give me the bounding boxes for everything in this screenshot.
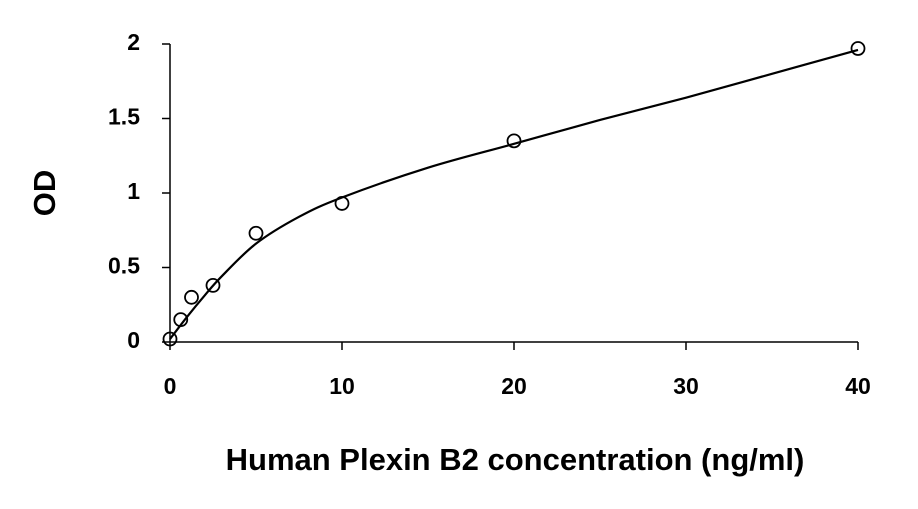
x-tick-label: 20	[501, 373, 527, 399]
data-point	[334, 196, 350, 211]
y-tick-label: 0.5	[108, 253, 140, 279]
x-axis-label: Human Plexin B2 concentration (ng/ml)	[226, 442, 805, 477]
y-tick-label: 2	[127, 29, 140, 55]
x-tick-label: 0	[164, 373, 177, 399]
data-point	[506, 133, 522, 149]
y-axis-label: OD	[27, 170, 62, 217]
x-tick-label: 30	[673, 373, 699, 399]
fit-curve	[169, 48, 859, 340]
x-tick-label: 40	[845, 373, 871, 399]
data-point	[184, 289, 199, 305]
data-point	[162, 331, 178, 347]
data-point	[173, 312, 189, 328]
x-tick-label: 10	[329, 373, 355, 399]
data-point	[248, 225, 264, 241]
y-tick-label: 0	[127, 327, 140, 353]
data-point	[850, 41, 866, 56]
y-tick-label: 1.5	[108, 104, 140, 130]
data-point	[205, 277, 221, 293]
y-tick-label: 1	[127, 178, 140, 204]
